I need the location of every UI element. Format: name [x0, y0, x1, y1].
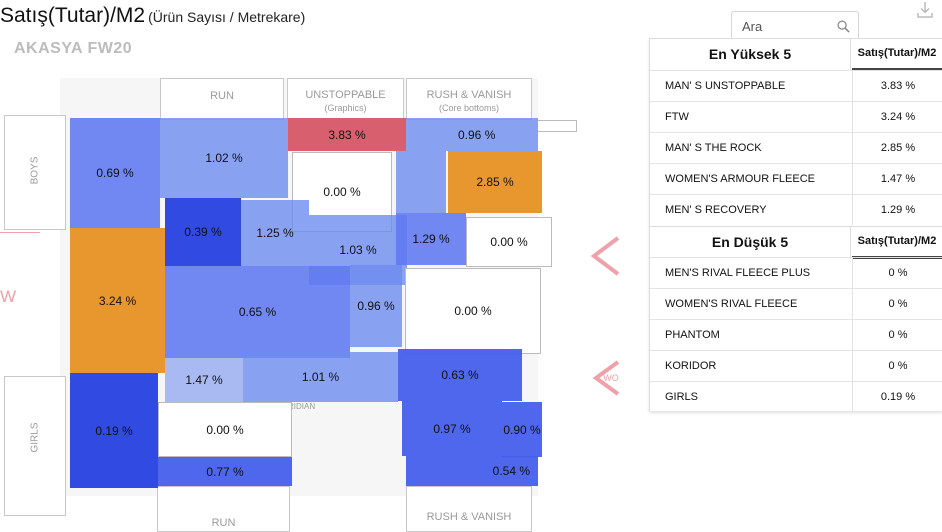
- zone-label-unstoppable: UNSTOPPABLE (Graphics): [305, 89, 386, 113]
- cell-filler-a: [396, 151, 446, 213]
- table-row[interactable]: MAN' S UNSTOPPABLE 3.83 %: [650, 70, 942, 101]
- table-row[interactable]: KORIDOR 0 %: [650, 350, 942, 381]
- row-name: MAN' S UNSTOPPABLE: [665, 80, 786, 92]
- zone-rush-top: [406, 78, 532, 120]
- store-floor-map: RUN UNSTOPPABLE (Graphics) RUSH & VANISH(…: [0, 60, 620, 532]
- search-box[interactable]: [731, 11, 859, 42]
- table-row[interactable]: MEN' S RECOVERY 1.29 %: [650, 194, 942, 225]
- left-entry-line: [0, 232, 40, 233]
- zone-label-run-top: RUN: [210, 90, 234, 102]
- cell-c3[interactable]: 3.83 %: [288, 118, 406, 151]
- cell-c6[interactable]: 2.85 %: [448, 151, 542, 213]
- cell-c14[interactable]: 0.96 %: [350, 265, 402, 347]
- cell-c20[interactable]: 0.00 %: [158, 402, 292, 457]
- right-entry-arrow-icon: [590, 236, 620, 276]
- row-value: 0 %: [852, 351, 942, 381]
- zone-label-rush-bottom: RUSH & VANISH: [426, 511, 512, 523]
- zone-girls: [4, 376, 66, 516]
- zone-rush-bottom: [406, 486, 532, 532]
- zone-label-girls: GIRLS: [29, 422, 41, 453]
- cell-c17[interactable]: 1.01 %: [243, 352, 398, 402]
- table-row[interactable]: WOMEN'S ARMOUR FLEECE 1.47 %: [650, 163, 942, 194]
- row-name: GIRLS: [665, 391, 699, 403]
- zone-label-run-bottom: RUN: [211, 517, 236, 529]
- row-value: 0 %: [852, 320, 942, 350]
- title-subtitle: (Ürün Sayısı / Metrekare): [148, 9, 306, 25]
- zone-run-top: [160, 78, 284, 120]
- download-icon[interactable]: [915, 0, 935, 20]
- cell-c18[interactable]: 0.63 %: [398, 349, 522, 401]
- cell-c15[interactable]: 0.00 %: [405, 268, 541, 354]
- search-icon[interactable]: [837, 20, 850, 33]
- row-name: FTW: [665, 111, 689, 123]
- table-row[interactable]: FTW 3.24 %: [650, 101, 942, 132]
- cell-c11[interactable]: 1.29 %: [396, 213, 466, 265]
- zone-label-ridian: RIDIAN: [288, 402, 316, 411]
- row-name: WOMEN'S RIVAL FLEECE: [665, 298, 798, 310]
- row-value: 1.47 %: [852, 164, 942, 194]
- page-title: Satış(Tutar)/M2 (Ürün Sayısı / Metrekare): [0, 4, 305, 28]
- cell-c13[interactable]: 0.65 %: [165, 266, 350, 358]
- store-name: AKASYA FW20: [14, 40, 133, 57]
- cell-c12[interactable]: 0.00 %: [466, 217, 552, 267]
- right-exit-label: WO: [603, 373, 619, 383]
- row-name: MEN' S RECOVERY: [665, 204, 767, 216]
- cell-c24[interactable]: 0.54 %: [406, 456, 538, 486]
- left-entry-label: W: [0, 287, 17, 306]
- cell-c9[interactable]: 1.25 %: [241, 200, 309, 266]
- cell-c23[interactable]: 0.77 %: [158, 457, 292, 486]
- cell-c19[interactable]: 0.19 %: [70, 373, 158, 488]
- top5-column-header[interactable]: Satış(Tutar)/M2: [852, 39, 942, 71]
- ranking-table: En Yüksek 5 Satış(Tutar)/M2 MAN' S UNSTO…: [649, 38, 942, 412]
- cell-c16[interactable]: 1.47 %: [165, 358, 243, 402]
- cell-c8[interactable]: 0.39 %: [165, 198, 241, 266]
- row-name: PHANTOM: [665, 329, 720, 341]
- right-exit-arrow-icon: [592, 360, 620, 396]
- bottom5-column-header[interactable]: Satış(Tutar)/M2: [852, 227, 942, 259]
- row-value: 2.85 %: [852, 133, 942, 163]
- row-name: MEN'S RIVAL FLEECE PLUS: [665, 267, 811, 279]
- bottom5-header: En Düşük 5 Satış(Tutar)/M2: [650, 226, 942, 259]
- cell-c21[interactable]: 0.97 %: [402, 401, 502, 456]
- row-value: 0.19 %: [852, 382, 942, 412]
- table-row[interactable]: GIRLS 0.19 %: [650, 381, 942, 412]
- zone-boys: [4, 115, 66, 230]
- table-row[interactable]: WOMEN'S RIVAL FLEECE 0 %: [650, 288, 942, 319]
- zone-label-boys: BOYS: [29, 156, 41, 185]
- cell-c4[interactable]: 0.96 %: [406, 118, 538, 151]
- cell-c7[interactable]: 3.24 %: [70, 228, 165, 373]
- zone-label-rush-top: RUSH & VANISH (Core bottoms): [426, 89, 512, 113]
- cell-c1[interactable]: 0.69 %: [70, 118, 160, 228]
- zone-unstoppable: [287, 78, 404, 120]
- search-input[interactable]: [740, 18, 840, 35]
- row-value: 3.83 %: [852, 71, 942, 101]
- row-value: 1.29 %: [852, 195, 942, 225]
- row-value: 3.24 %: [852, 102, 942, 132]
- table-row[interactable]: MEN'S RIVAL FLEECE PLUS 0 %: [650, 257, 942, 288]
- table-row[interactable]: MAN' S THE ROCK 2.85 %: [650, 132, 942, 163]
- row-value: 0 %: [852, 289, 942, 319]
- title-text: Satış(Tutar)/M2: [0, 4, 146, 27]
- table-row[interactable]: PHANTOM 0 %: [650, 319, 942, 350]
- top5-header: En Yüksek 5 Satış(Tutar)/M2: [650, 39, 942, 71]
- top5-title: En Yüksek 5: [650, 39, 851, 71]
- cell-c22[interactable]: 0.90 %: [502, 402, 542, 457]
- row-value: 0 %: [852, 258, 942, 288]
- corner-wall: [538, 120, 577, 132]
- row-name: WOMEN'S ARMOUR FLEECE: [665, 173, 816, 185]
- cell-c2[interactable]: 1.02 %: [160, 118, 288, 198]
- bottom5-title: En Düşük 5: [650, 227, 851, 259]
- row-name: KORIDOR: [665, 360, 717, 372]
- row-name: MAN' S THE ROCK: [665, 142, 762, 154]
